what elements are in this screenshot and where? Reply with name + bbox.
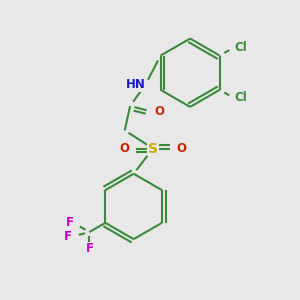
- Text: Cl: Cl: [234, 41, 247, 54]
- Text: S: S: [148, 142, 158, 155]
- Text: F: F: [85, 242, 93, 256]
- Text: F: F: [64, 230, 72, 242]
- Text: Cl: Cl: [234, 92, 247, 104]
- Text: F: F: [66, 216, 74, 229]
- Text: O: O: [119, 142, 129, 155]
- Text: O: O: [177, 142, 187, 155]
- Text: HN: HN: [126, 78, 146, 91]
- Text: O: O: [154, 105, 164, 118]
